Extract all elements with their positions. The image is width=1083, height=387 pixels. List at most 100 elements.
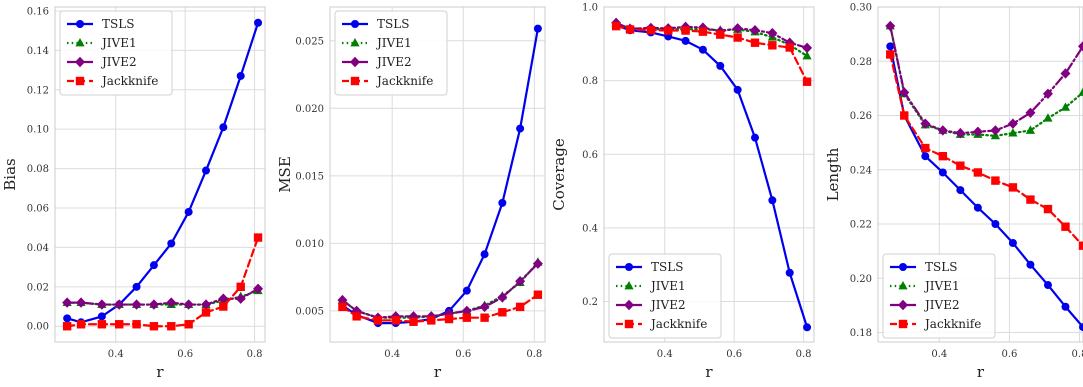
- data-point-jive2: [899, 87, 910, 98]
- legend-label-jackknife: Jackknife: [649, 317, 707, 331]
- data-point-tsls: [184, 207, 193, 216]
- data-point-tsls: [149, 261, 158, 270]
- data-point-jackknife: [515, 302, 525, 312]
- plot-frame: [877, 6, 1083, 343]
- x-axis-label: r: [434, 363, 442, 381]
- y-tick-label: 0.30: [850, 3, 872, 14]
- data-point-tsls: [973, 203, 982, 212]
- data-point-jackknife: [427, 316, 436, 325]
- legend-marker-jive1: [624, 281, 634, 290]
- x-tick-label: 0.8: [247, 349, 263, 360]
- data-point-jive2: [749, 24, 760, 36]
- legend-label-jive2: JIVE2: [100, 55, 137, 69]
- data-point-tsls: [498, 198, 507, 207]
- data-point-jackknife: [768, 41, 777, 50]
- data-point-jackknife: [646, 25, 656, 35]
- data-point-jive2: [148, 299, 159, 310]
- legend-label-jive1: JIVE1: [375, 36, 412, 50]
- data-point-jackknife: [921, 143, 930, 153]
- data-point-jive2: [1007, 118, 1018, 129]
- data-point-jive1: [1043, 113, 1053, 122]
- data-point-jive2: [1042, 88, 1053, 100]
- series-jive2: [62, 283, 264, 310]
- legend: TSLS JIVE1 JIVE2 Jackknife: [882, 253, 996, 339]
- y-tick-label: 0.04: [27, 243, 49, 254]
- data-point-tsls: [1079, 323, 1083, 332]
- data-point-jive2: [732, 23, 743, 34]
- y-tick-label: 0.06: [27, 204, 49, 215]
- x-tick-label: 0.4: [108, 349, 124, 360]
- data-point-jive2: [767, 27, 778, 39]
- data-point-tsls: [803, 323, 812, 332]
- data-point-tsls: [201, 166, 210, 175]
- y-tick-label: 0.02: [27, 282, 49, 293]
- x-tick-label: 0.6: [726, 349, 742, 360]
- series-jive2: [337, 258, 543, 323]
- data-point-tsls: [254, 18, 263, 27]
- data-point-tsls: [1061, 302, 1070, 311]
- data-point-jackknife: [886, 50, 895, 59]
- data-point-jackknife: [900, 111, 909, 120]
- data-point-jive2: [253, 283, 264, 294]
- y-axis-label: Length: [824, 147, 842, 201]
- legend-box: [59, 10, 173, 96]
- plot-area: [885, 20, 1083, 332]
- data-point-jive1: [1060, 102, 1071, 111]
- y-axis-label: Bias: [1, 158, 19, 190]
- data-point-tsls: [716, 61, 725, 70]
- series-line-jive1: [66, 289, 260, 306]
- series-line-jive2: [889, 24, 1083, 135]
- plot-area: [611, 17, 813, 332]
- data-point-jive2: [784, 37, 795, 48]
- plot-frame: [329, 6, 546, 343]
- y-tick-label: 0.24: [850, 165, 872, 176]
- y-tick-label: 1.0: [582, 3, 598, 14]
- data-point-jive2: [479, 301, 490, 313]
- data-point-jive2: [955, 127, 966, 139]
- data-point-jackknife: [409, 317, 418, 326]
- x-tick-label: 0.8: [526, 349, 542, 360]
- data-point-jive2: [218, 293, 229, 304]
- y-tick-label: 0.12: [27, 85, 49, 96]
- series-jackknife: [611, 21, 812, 86]
- data-point-tsls: [991, 220, 1000, 229]
- legend-marker-jackknife: [350, 76, 360, 86]
- data-point-tsls: [63, 314, 72, 323]
- data-point-jackknife: [201, 308, 211, 317]
- data-point-jackknife: [373, 316, 383, 325]
- x-axis-label: r: [977, 363, 985, 381]
- data-point-jackknife: [611, 21, 621, 31]
- data-point-jackknife: [664, 26, 673, 35]
- data-point-jackknife: [1061, 222, 1070, 231]
- data-point-tsls: [1008, 238, 1017, 247]
- y-tick-label: 0.6: [582, 150, 598, 161]
- panel-bias: 0.00 0.02 0.04 0.06 0.08 0.10 0.12 0.14 0.16 0.4 0…: [1, 6, 266, 381]
- y-tick-label: 0.010: [295, 239, 324, 250]
- data-point-jackknife: [97, 320, 107, 329]
- plot-area: [62, 18, 264, 331]
- x-tick-label: 0.4: [657, 349, 673, 360]
- data-point-tsls: [167, 239, 176, 248]
- data-point-jive2: [76, 297, 87, 308]
- data-point-jive1: [1008, 128, 1018, 137]
- data-point-jackknife: [462, 313, 472, 322]
- data-point-jackknife: [750, 38, 760, 47]
- y-tick-label: 0.8: [582, 76, 598, 87]
- y-tick-label: 0.22: [850, 220, 872, 231]
- data-point-jackknife: [785, 43, 794, 52]
- x-tick-label: 0.6: [455, 349, 471, 360]
- series-jackknife: [886, 50, 1083, 250]
- data-point-tsls: [681, 36, 690, 45]
- data-point-jive2: [885, 20, 896, 32]
- legend-marker-tsls: [351, 20, 359, 28]
- data-point-jackknife: [973, 168, 983, 177]
- legend-marker-jackknife: [624, 319, 634, 329]
- series-jive1: [337, 257, 543, 322]
- x-tick-label: 0.4: [931, 349, 947, 360]
- data-point-jackknife: [1043, 204, 1053, 214]
- legend-marker-jive1: [350, 38, 360, 47]
- data-point-jackknife: [76, 320, 86, 329]
- data-point-jive2: [802, 42, 813, 54]
- data-point-jive1: [1025, 125, 1036, 134]
- y-tick-label: 0.16: [27, 6, 49, 17]
